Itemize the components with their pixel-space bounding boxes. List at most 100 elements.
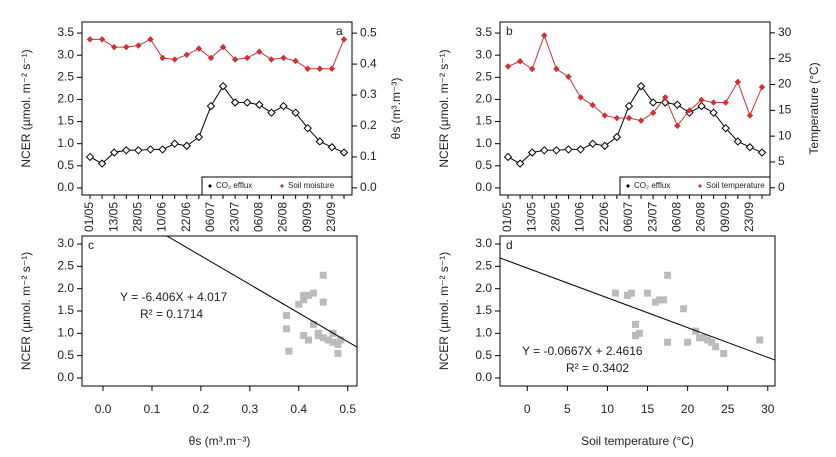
- y-tick-label: 1.0: [57, 325, 74, 339]
- series-marker: [588, 139, 597, 148]
- series-marker: [268, 56, 275, 63]
- series-marker: [147, 36, 154, 43]
- panel: 0.0 0.5 1.0 1.5 2.0 2.5 3.0 NCER (µmol. m⁻² s⁻¹…: [437, 235, 776, 448]
- x-tick-label: 23/09: [742, 202, 756, 232]
- y-tick-label: 1.5: [475, 114, 492, 128]
- series-marker: [589, 101, 596, 109]
- series-marker: [710, 99, 717, 106]
- series-marker: [648, 98, 658, 107]
- scatter-point: [623, 291, 631, 299]
- legend-box: [619, 176, 771, 196]
- scatter-point: [300, 296, 308, 304]
- legend-label: Soil temperature: [706, 181, 765, 190]
- scatter-point: [720, 349, 728, 357]
- scatter-point: [285, 347, 293, 355]
- x-tick-label: 23/09: [324, 202, 338, 232]
- series-marker: [158, 145, 167, 154]
- series-marker: [327, 143, 337, 152]
- legend-label: CO₂ efflux: [216, 181, 252, 190]
- r-squared: R² = 0.1714: [140, 307, 203, 321]
- y-tick-label: 2.5: [57, 69, 74, 83]
- series-marker: [207, 54, 215, 62]
- scatter-point: [704, 336, 712, 344]
- scatter-point: [656, 296, 664, 304]
- y-tick-label: 1.0: [57, 136, 74, 150]
- y2-tick-label: 0.1: [360, 149, 377, 163]
- x-tick-label: 20: [681, 402, 695, 416]
- x-tick-label: 13/05: [524, 202, 538, 232]
- series-marker: [553, 65, 560, 73]
- series-line: [90, 38, 345, 70]
- series-marker: [552, 146, 561, 155]
- y-tick-label: 3.5: [57, 25, 74, 39]
- series-marker: [159, 54, 166, 62]
- series-marker: [86, 36, 94, 43]
- series-marker: [279, 101, 288, 111]
- scatter-point: [324, 336, 332, 344]
- series-marker: [722, 99, 729, 106]
- x-tick-label: 10: [601, 402, 615, 416]
- series-marker: [757, 148, 767, 157]
- y-tick-label: 2.5: [475, 69, 492, 83]
- x-tick-label: 0.5: [339, 402, 356, 416]
- y-axis-label: NCER (µmol. m⁻² s⁻¹): [19, 49, 33, 167]
- scatter-point: [636, 329, 644, 337]
- scatter-point: [664, 271, 672, 279]
- y2-tick-label: 30: [778, 25, 792, 39]
- series-marker: [339, 148, 349, 157]
- series-marker: [231, 56, 239, 63]
- series-marker: [721, 123, 730, 133]
- series-marker: [315, 137, 325, 146]
- scatter-point: [319, 334, 327, 342]
- series-marker: [733, 137, 743, 146]
- scatter-point: [314, 332, 322, 340]
- y2-tick-label: 10: [778, 128, 792, 142]
- scatter-point: [652, 298, 660, 306]
- x-tick-label: 28/05: [131, 202, 145, 232]
- y-tick-label: 3.0: [475, 236, 492, 250]
- y-axis-label: NCER (µmol. m⁻² s⁻¹): [19, 252, 33, 370]
- scatter-point: [611, 289, 619, 297]
- series-marker: [171, 56, 178, 63]
- scatter-point: [664, 338, 672, 346]
- scatter-point: [700, 334, 708, 342]
- x-tick-label: 0.1: [144, 402, 161, 416]
- equation: Y = -6.406X + 4.017: [120, 290, 228, 304]
- y-tick-label: 3.5: [475, 25, 492, 39]
- series-marker: [674, 122, 681, 130]
- x-tick-label: 01/05: [500, 202, 514, 232]
- y-tick-label: 0.0: [475, 370, 492, 384]
- series-marker: [686, 107, 693, 114]
- series-marker: [673, 100, 682, 109]
- series-marker: [291, 108, 300, 117]
- y-tick-label: 3.0: [57, 236, 74, 250]
- y-tick-label: 0.0: [57, 180, 74, 194]
- series-marker: [504, 63, 512, 70]
- series-marker: [340, 36, 348, 43]
- r-squared: R² = 0.3402: [566, 361, 629, 375]
- plot-frame: [499, 235, 776, 387]
- panel-label: b: [506, 24, 513, 38]
- panel-label: c: [88, 238, 94, 252]
- series-marker: [577, 94, 584, 101]
- x-tick-label: 5: [564, 402, 571, 416]
- scatter-point: [334, 349, 342, 357]
- y-tick-label: 1.5: [475, 303, 492, 317]
- series-marker: [528, 65, 536, 73]
- series-line: [507, 85, 763, 165]
- y-axis-label: NCER (µmol. m⁻² s⁻¹): [437, 49, 451, 167]
- y-tick-label: 2.5: [57, 259, 74, 273]
- x-tick-label: 0: [524, 402, 531, 416]
- scatter-point: [329, 338, 337, 346]
- y-axis-label: NCER (µmol. m⁻² s⁻¹): [437, 252, 451, 370]
- series-marker: [110, 43, 118, 51]
- scatter-point: [644, 289, 652, 297]
- series-marker: [600, 141, 609, 151]
- series-marker: [98, 36, 106, 43]
- y-tick-label: 0.5: [57, 348, 74, 362]
- y-tick-label: 0.0: [475, 180, 492, 194]
- x-tick-label: 01/05: [82, 202, 96, 232]
- scatter-point: [305, 291, 313, 299]
- panel: 0.0 0.5 1.0 1.5 2.0 2.5 3.0 3.5 NCER (µmol. m⁻² …: [437, 21, 821, 232]
